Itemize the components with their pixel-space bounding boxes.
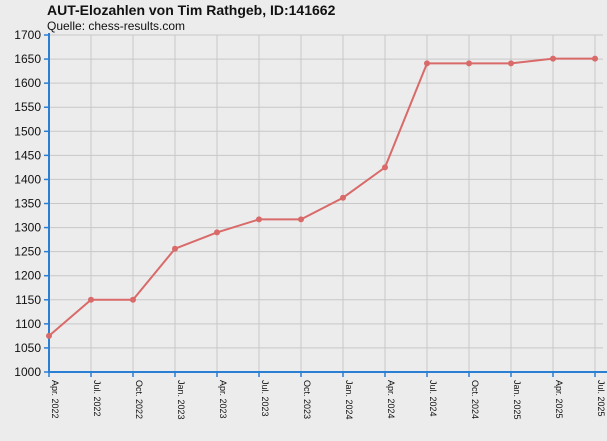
data-point [592, 55, 598, 62]
data-point [88, 296, 94, 303]
x-tick-label: Jul. 2022 [92, 380, 102, 417]
grid-layer [48, 34, 603, 373]
x-tick-label: Jan. 2024 [344, 380, 354, 420]
data-point [256, 216, 262, 223]
x-tick-label: Apr. 2022 [50, 380, 60, 419]
chart-title: AUT-Elozahlen von Tim Rathgeb, ID:141662 [47, 2, 336, 18]
y-tick-label: 1550 [14, 100, 41, 114]
y-tick-label: 1300 [14, 221, 41, 235]
data-point [172, 245, 178, 252]
y-tick-label: 1350 [14, 197, 41, 211]
x-tick-label: Jan. 2023 [176, 380, 186, 420]
y-tick-label: 1400 [14, 172, 41, 186]
data-point [466, 60, 472, 67]
data-point [130, 296, 136, 303]
label-layer: 1000 1050 1100 1150 1200 1250 1300 1350 1400 1450… [14, 28, 606, 420]
data-point [382, 164, 388, 171]
x-tick-label: Jan. 2025 [512, 380, 522, 420]
x-tick-label: Apr. 2024 [386, 380, 396, 419]
data-point [46, 332, 52, 339]
x-tick-label: Oct. 2024 [470, 380, 480, 419]
x-tick-label: Apr. 2023 [218, 380, 228, 419]
chart-subtitle: Quelle: chess-results.com [47, 19, 186, 33]
data-point [340, 194, 346, 201]
x-tick-label: Oct. 2023 [302, 380, 312, 419]
data-point [214, 229, 220, 236]
y-tick-label: 1200 [14, 269, 41, 283]
y-tick-label: 1600 [14, 76, 41, 90]
y-tick-label: 1150 [15, 293, 41, 307]
y-tick-label: 1100 [15, 317, 41, 331]
data-point [424, 60, 430, 67]
y-tick-label: 1650 [14, 52, 41, 66]
y-tick-label: 1500 [14, 124, 41, 138]
x-tick-label: Jul. 2024 [428, 380, 438, 417]
series-layer [46, 55, 598, 339]
axis-layer [44, 33, 607, 377]
y-tick-label: 1050 [14, 341, 41, 355]
data-point [298, 216, 304, 223]
series-line [48, 57, 595, 337]
x-tick-label: Jul. 2025 [596, 380, 606, 417]
x-tick-label: Oct. 2022 [134, 380, 144, 419]
y-tick-label: 1000 [14, 365, 41, 379]
x-tick-label: Jul. 2023 [260, 380, 270, 417]
y-tick-label: 1700 [14, 28, 41, 42]
x-tick-label: Apr. 2025 [554, 380, 564, 419]
data-point [550, 55, 556, 62]
y-tick-label: 1450 [14, 148, 41, 162]
data-point [508, 60, 514, 67]
y-tick-label: 1250 [14, 245, 41, 259]
